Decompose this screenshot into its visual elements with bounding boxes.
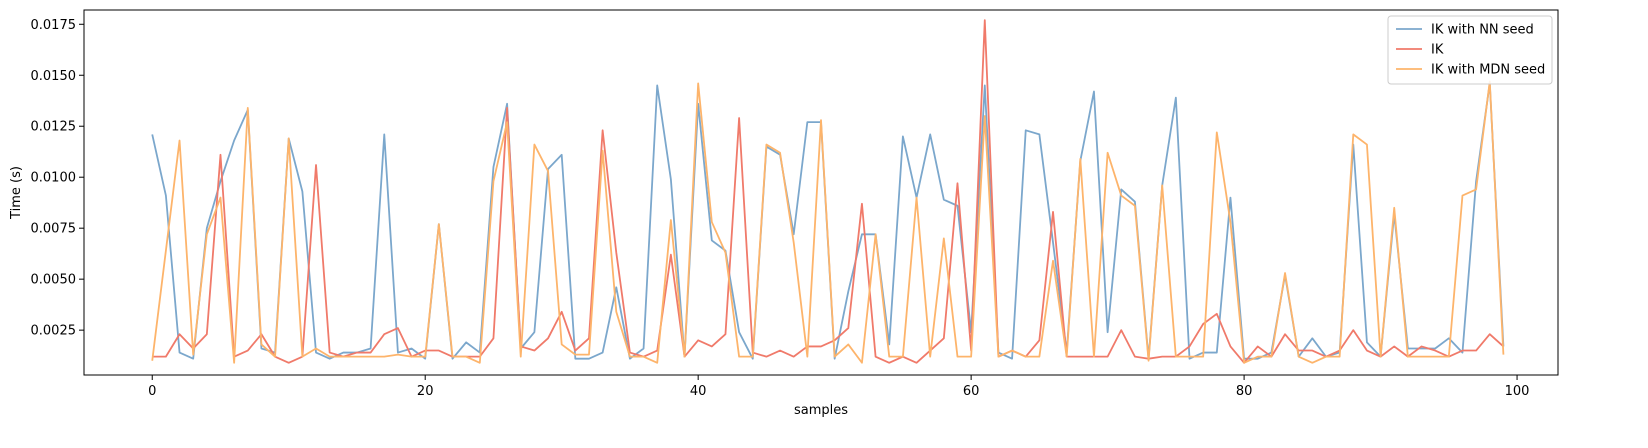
y-axis-label: Time (s) [9,166,24,220]
y-tick-label: 0.0050 [31,273,77,288]
legend-label-1: IK [1431,43,1444,58]
x-axis-ticks: 0 20 40 60 80 100 [148,375,1529,399]
plot-area-frame [83,9,1559,376]
x-tick-label: 40 [690,384,707,399]
y-tick-label: 0.0075 [31,222,77,237]
legend-label-2: IK with MDN seed [1431,63,1545,78]
series-line-0 [151,82,1505,360]
legend-frame [1387,15,1553,85]
x-tick-label: 20 [417,384,434,399]
x-axis-label: samples [794,403,848,418]
y-tick-label: 0.0125 [31,120,77,135]
series-line-1 [152,19,1505,364]
x-tick-label: 80 [1236,384,1253,399]
y-tick-label: 0.0100 [31,171,77,186]
y-tick-label: 0.0150 [31,69,77,84]
x-tick-label: 100 [1505,384,1530,399]
x-tick-label: 0 [148,384,156,399]
x-tick-label: 60 [963,384,980,399]
series-line-2 [151,80,1505,364]
series-layer [151,19,1505,364]
y-tick-label: 0.0175 [31,18,77,33]
y-tick-label: 0.0025 [31,324,77,339]
legend: IK with NN seed IK IK with MDN seed [1387,15,1553,85]
y-axis-ticks: 0.0025 0.0050 0.0075 0.0100 0.0125 0.0150 0.01… [31,18,84,339]
legend-label-0: IK with NN seed [1431,23,1534,38]
